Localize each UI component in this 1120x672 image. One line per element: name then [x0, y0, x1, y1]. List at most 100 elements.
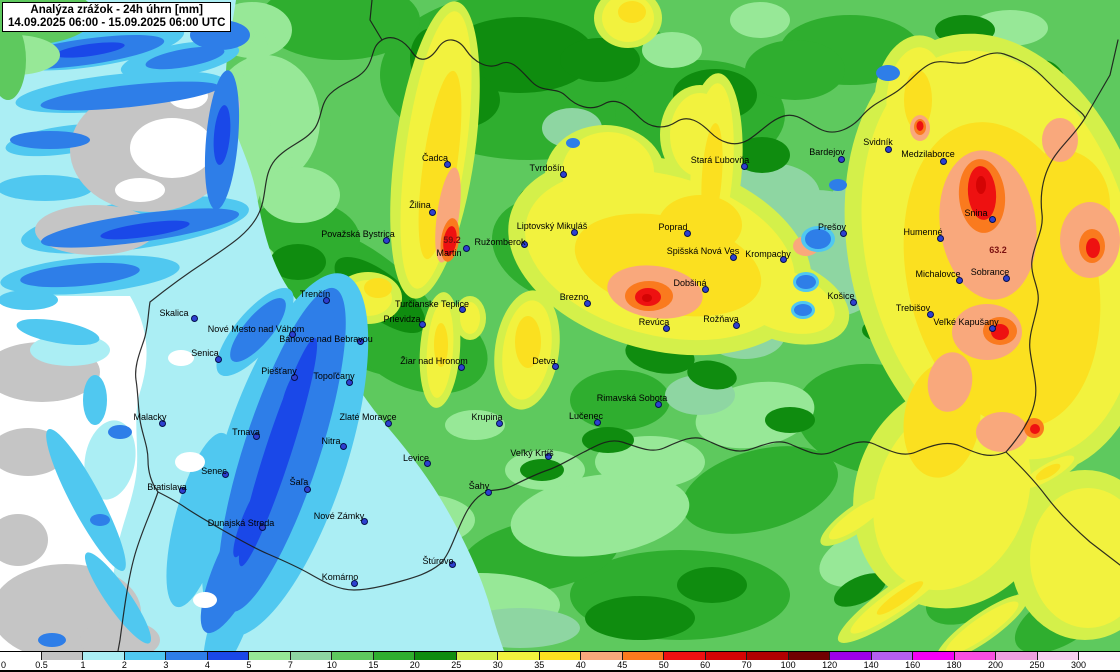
city-marker [496, 420, 503, 427]
city-marker [304, 486, 311, 493]
max-value-label: 63.2 [989, 245, 1007, 255]
city-marker [340, 443, 347, 450]
colorbar-segment [705, 652, 748, 660]
colorbar-tick: 200 [988, 660, 1004, 670]
colorbar-segment [373, 652, 416, 660]
city-marker [730, 254, 737, 261]
colorbar-segment [83, 652, 125, 660]
city-label: Tvrdošín [529, 163, 565, 173]
city-marker [702, 286, 709, 293]
city-marker [885, 146, 892, 153]
city-marker [989, 216, 996, 223]
colorbar-segment [664, 652, 706, 660]
city-marker [215, 356, 222, 363]
city-marker [655, 401, 662, 408]
city-label: Snina [964, 208, 988, 218]
colorbar-segment [166, 652, 208, 660]
city-marker [937, 235, 944, 242]
city-marker [521, 241, 528, 248]
city-labels-layer: Čadca Tvrdošín Stará Ľubovňa Bardejov Svidní… [133, 137, 1010, 587]
city-marker [253, 433, 260, 440]
city-marker [463, 245, 470, 252]
colorbar-segment [456, 652, 499, 660]
city-marker [956, 277, 963, 284]
city-marker [419, 321, 426, 328]
colorbar-tick: 50 [658, 660, 669, 670]
city-label: Komárno [321, 572, 359, 582]
colorbar-tick: 0.5 [35, 660, 48, 670]
city-marker [429, 209, 436, 216]
colorbar-segment [788, 652, 831, 660]
city-label: Senec [201, 466, 227, 476]
city-label: Senica [191, 348, 219, 358]
city-label: Zlaté Moravce [339, 412, 397, 422]
city-label: Malacky [133, 412, 167, 422]
city-label: Rimavská Sobota [596, 393, 668, 403]
city-label: Košice [827, 291, 855, 301]
city-marker [850, 299, 857, 306]
city-marker [733, 322, 740, 329]
colorbar-tick-row: 0 0.5 1 2 3 4 5 7 10 15 20 25 30 35 40 45 50 60 70 100 120 14… [0, 660, 1120, 670]
city-label: Lučenec [568, 411, 604, 421]
city-label: Brezno [559, 292, 589, 302]
colorbar-segment [581, 652, 623, 660]
city-marker [571, 229, 578, 236]
colorbar-segment [290, 652, 333, 660]
city-marker [459, 306, 466, 313]
colorbar-segment [124, 652, 167, 660]
colorbar-segment [415, 652, 457, 660]
city-marker [840, 230, 847, 237]
city-label: Trnava [232, 427, 260, 437]
colorbar-tick: 2 [121, 660, 127, 670]
city-marker [383, 237, 390, 244]
colorbar-tick: 0 [1, 660, 7, 670]
city-label: Šahy [468, 481, 490, 491]
city-label: Prievidza [383, 314, 421, 324]
city-label: Michalovce [915, 269, 961, 279]
city-marker [584, 300, 591, 307]
city-label: Čadca [421, 153, 449, 163]
map-title-box: Analýza zrážok - 24h úhrn [mm] 14.09.202… [2, 2, 232, 32]
city-label: Nové Mesto nad Váhom [207, 324, 305, 334]
colorbar-tick: 120 [822, 660, 838, 670]
colorbar-tick: 60 [700, 660, 711, 670]
colorbar-segment [954, 652, 997, 660]
city-label: Nové Zámky [313, 511, 365, 521]
map-title: Analýza zrážok - 24h úhrn [mm] [30, 4, 203, 16]
city-label: Bánovce nad Bebravou [279, 334, 373, 344]
colorbar-tick: 10 [326, 660, 337, 670]
colorbar-tick: 70 [741, 660, 752, 670]
colorbar-tick: 40 [575, 660, 586, 670]
city-marker [940, 158, 947, 165]
colorbar-segment [207, 652, 250, 660]
city-label: Turčianske Teplice [394, 299, 470, 309]
city-marker [545, 453, 552, 460]
colorbar-tick: 25 [451, 660, 462, 670]
colorbar-tick: 250 [1029, 660, 1045, 670]
city-marker [663, 325, 670, 332]
colorbar-segment [622, 652, 665, 660]
city-label: Stará Ľubovňa [690, 155, 750, 165]
colorbar-segment [332, 652, 374, 660]
city-marker [222, 471, 229, 478]
city-marker [346, 379, 353, 386]
colorbar-tick: 45 [617, 660, 628, 670]
city-label: Dobšiná [673, 278, 707, 288]
city-label: Bratislava [147, 482, 187, 492]
city-marker [159, 420, 166, 427]
city-marker [560, 171, 567, 178]
city-marker [259, 524, 266, 531]
city-label: Považská Bystrica [321, 229, 395, 239]
city-label: Dunajská Streda [207, 518, 275, 528]
city-label: Medzilaborce [901, 149, 955, 159]
city-label: Trenčín [299, 289, 331, 299]
colorbar-segment [1079, 652, 1120, 660]
colorbar-tick: 180 [946, 660, 962, 670]
colorbar-tick: 160 [905, 660, 921, 670]
city-marker [357, 338, 364, 345]
city-marker [741, 163, 748, 170]
colorbar-segment [1037, 652, 1080, 660]
city-marker [552, 363, 559, 370]
city-marker [289, 331, 296, 338]
